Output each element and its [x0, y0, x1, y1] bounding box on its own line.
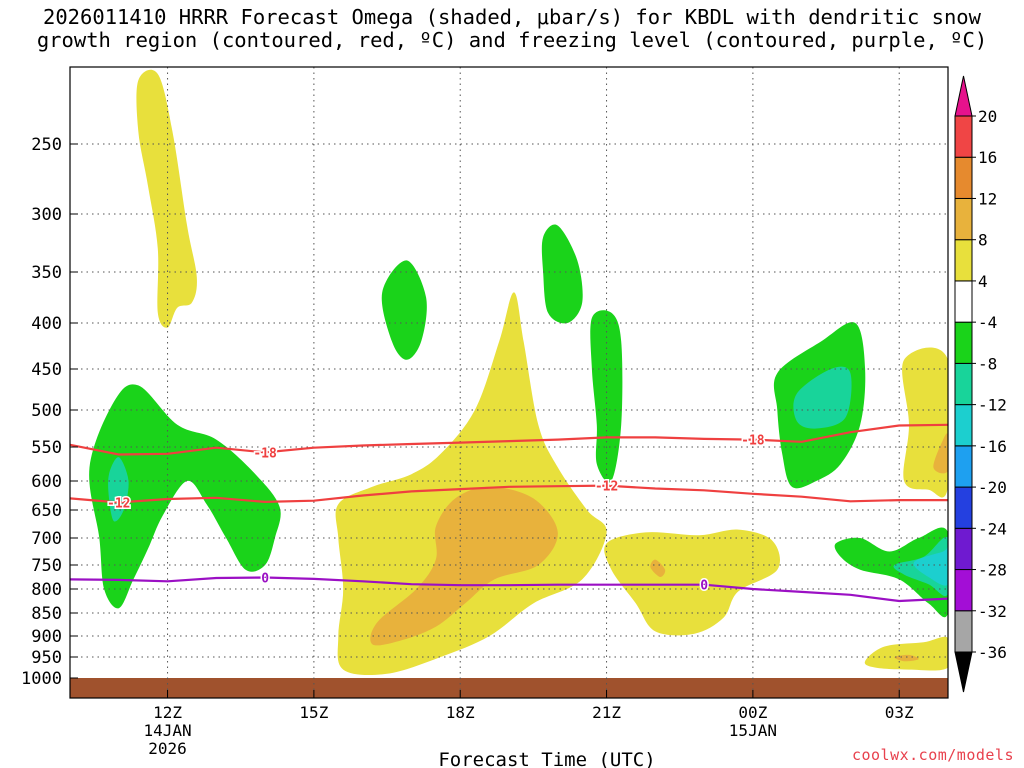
omega-region-1 — [335, 292, 607, 676]
colorbar-box-7 — [954, 321, 973, 364]
omega-region-18 — [913, 546, 948, 586]
contour-label-0-1: -18 — [741, 434, 765, 449]
colorbar-box-0 — [954, 610, 973, 653]
colorbar-box-12 — [954, 115, 973, 158]
omega-region-13 — [590, 310, 623, 483]
terrain-fill — [70, 678, 948, 698]
plot-frame — [69, 66, 949, 699]
colorbar-label-5: -16 — [978, 437, 1007, 456]
x-tick-sublabel-12Z-1: 2026 — [148, 739, 187, 758]
contour-label-2-0: 0 — [261, 571, 269, 586]
y-tick-label-650: 650 — [31, 501, 62, 521]
grid-lines — [70, 67, 948, 698]
colorbar: -36 -32 -28 -24 -20 -16 -12 -8 -4 4 8 12 16 20 — [954, 75, 1007, 693]
y-tick-label-350: 350 — [31, 263, 62, 283]
colorbar-label-13: 20 — [978, 107, 997, 126]
colorbar-box-6 — [954, 362, 973, 406]
x-tick-label-03Z: 03Z — [885, 703, 914, 722]
contour-line-2 — [70, 576, 948, 603]
contour-label-0-0: -18 — [253, 446, 277, 461]
omega-region-10 — [108, 457, 129, 522]
y-tick-label-300: 300 — [31, 205, 62, 225]
colorbar-label-10: 8 — [978, 231, 988, 250]
credit-link[interactable]: coolwx.com/models — [851, 746, 1014, 764]
omega-region-2 — [370, 486, 558, 646]
x-axis-label: Forecast Time (UTC) — [438, 749, 655, 768]
omega-region-8 — [894, 654, 919, 662]
colorbar-box-9 — [954, 239, 973, 282]
colorbar-box-4 — [954, 445, 973, 488]
contour-layer: -18 -18 -12 -12 0 0 — [70, 423, 948, 603]
colorbar-box-3 — [954, 486, 973, 529]
y-tick-label-450: 450 — [31, 360, 62, 380]
colorbar-label-12: 16 — [978, 148, 997, 167]
contour-label-1-1: -12 — [595, 480, 618, 495]
omega-region-16 — [834, 527, 948, 618]
contour-line-1 — [70, 484, 948, 504]
omega-region-11 — [381, 260, 427, 360]
chart-title-line-2: growth region (contoured, red, ºC) and f… — [36, 28, 988, 52]
y-tick-label-700: 700 — [31, 529, 62, 549]
x-tick-sublabel-12Z-0: 14JAN — [143, 721, 191, 740]
colorbar-label-1: -32 — [978, 602, 1007, 621]
y-tick-label-600: 600 — [31, 472, 62, 492]
y-tick-label-550: 550 — [31, 438, 62, 458]
colorbar-label-4: -20 — [978, 478, 1007, 497]
y-tick-label-750: 750 — [31, 556, 62, 576]
y-tick-label-250: 250 — [31, 135, 62, 155]
omega-region-0 — [136, 69, 197, 328]
chart-title-line-1: 2026011410 HRRR Forecast Omega (shaded, … — [43, 5, 981, 29]
colorbar-box-2 — [954, 527, 973, 571]
colorbar-label-7: -8 — [978, 354, 997, 373]
omega-region-3 — [604, 529, 781, 636]
x-tick-label-18Z: 18Z — [446, 703, 475, 722]
y-tick-label-500: 500 — [31, 401, 62, 421]
colorbar-box-1 — [954, 569, 973, 612]
colorbar-bottom-triangle — [954, 651, 973, 693]
omega-region-9 — [89, 384, 281, 609]
colorbar-top-triangle — [954, 75, 973, 117]
colorbar-label-6: -12 — [978, 396, 1007, 415]
y-tick-label-1000: 1000 — [21, 669, 62, 689]
x-tick-label-00Z: 00Z — [738, 703, 767, 722]
contour-label-1-0: -12 — [107, 496, 130, 511]
y-tick-label-850: 850 — [31, 604, 62, 624]
colorbar-box-8 — [954, 280, 973, 323]
omega-region-5 — [902, 347, 948, 498]
colorbar-label-9: 4 — [978, 272, 988, 291]
x-tick-label-15Z: 15Z — [299, 703, 328, 722]
x-tick-label-12Z: 12Z — [153, 703, 182, 722]
y-tick-label-800: 800 — [31, 580, 62, 600]
y-tick-label-900: 900 — [31, 627, 62, 647]
omega-region-6 — [933, 433, 948, 474]
omega-region-4 — [650, 559, 666, 578]
colorbar-box-5 — [954, 404, 973, 447]
colorbar-label-3: -24 — [978, 519, 1007, 538]
omega-region-7 — [864, 636, 948, 671]
x-tick-sublabel-00Z-0: 15JAN — [729, 721, 777, 740]
colorbar-label-0: -36 — [978, 643, 1007, 662]
omega-region-15 — [793, 366, 852, 429]
colorbar-label-2: -28 — [978, 561, 1007, 580]
contour-label-2-1: 0 — [700, 579, 708, 594]
x-tick-label-21Z: 21Z — [592, 703, 621, 722]
chart-title: 2026011410 HRRR Forecast Omega (shaded, … — [0, 6, 1024, 52]
y-tick-label-950: 950 — [31, 648, 62, 668]
colorbar-label-8: -4 — [978, 313, 997, 332]
colorbar-box-10 — [954, 197, 973, 241]
y-tick-label-400: 400 — [31, 314, 62, 334]
omega-region-12 — [541, 224, 583, 324]
colorbar-box-11 — [954, 156, 973, 199]
contour-line-0 — [70, 423, 948, 456]
colorbar-label-11: 12 — [978, 189, 997, 208]
